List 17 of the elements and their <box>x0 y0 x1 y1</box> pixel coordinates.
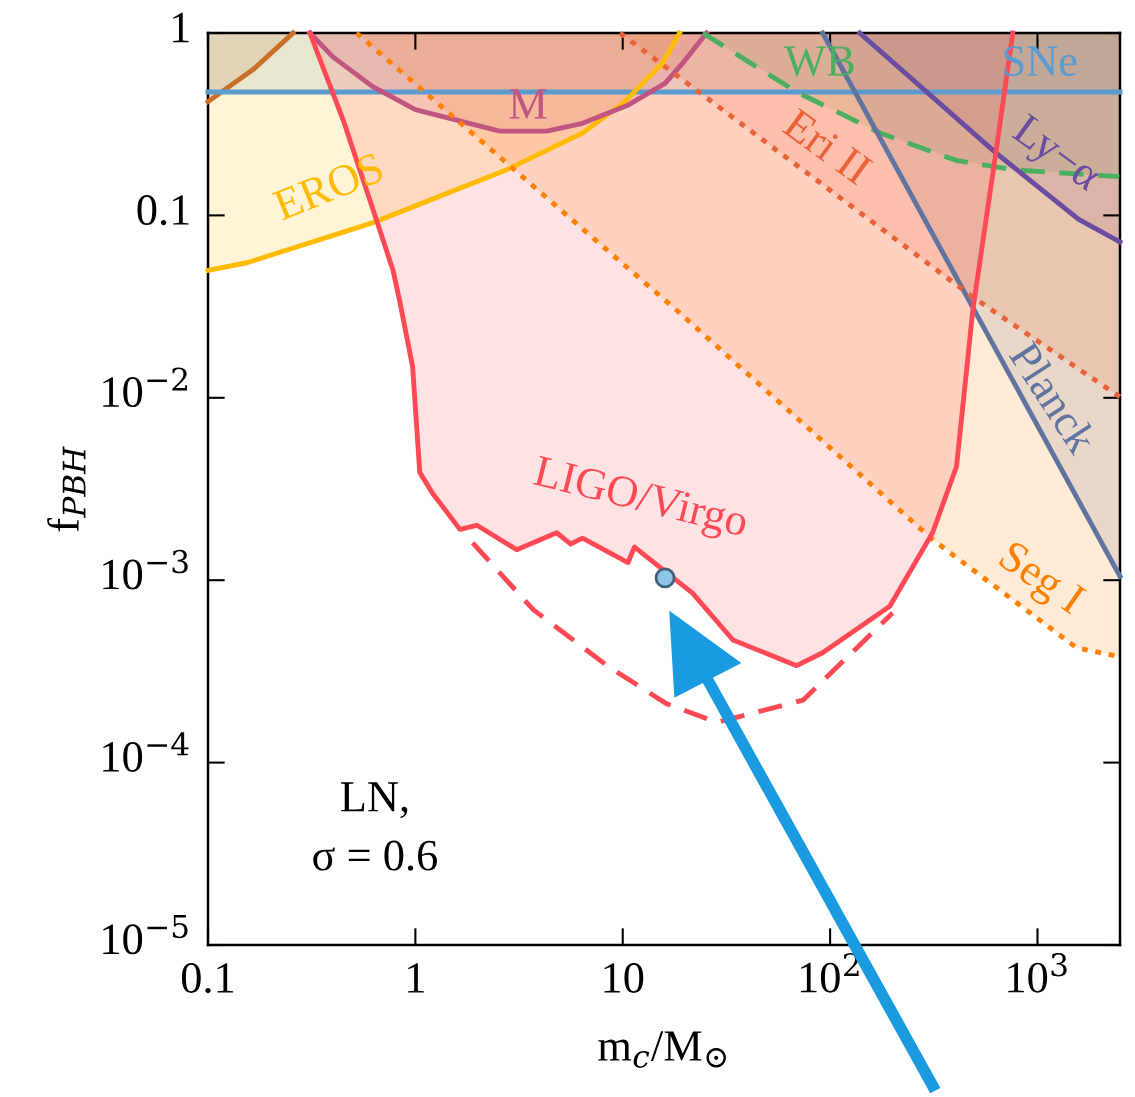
y-tick-label: 10$^{−4}$ <box>103 732 189 772</box>
annotation: Seg I <box>992 539 1088 623</box>
y-tick-label: 10$^{−2}$ <box>103 367 187 408</box>
y-tick-label: 0.1 <box>137 195 189 226</box>
annotation: Eri II <box>781 107 874 186</box>
x-axis-title: m$_{c}$/M$_{⊙}$ <box>598 1031 726 1068</box>
annotation: M <box>509 89 547 119</box>
annotation: LN, σ = 0.6 <box>313 782 437 871</box>
x-tick-label: 0.1 <box>181 962 234 994</box>
x-tick-label: 1 <box>408 963 424 993</box>
y-tick-label: 10$^{−3}$ <box>103 549 188 590</box>
y-axis-title: f$_{PBH}$ <box>47 446 86 532</box>
y-tick-label: 10$^{−5}$ <box>103 915 188 955</box>
x-tick-label: 10$^{3}$ <box>1008 952 1067 993</box>
annotation: EROS <box>271 152 385 221</box>
y-tick-label: 1 <box>173 12 189 43</box>
x-tick-label: 10 <box>604 962 644 993</box>
